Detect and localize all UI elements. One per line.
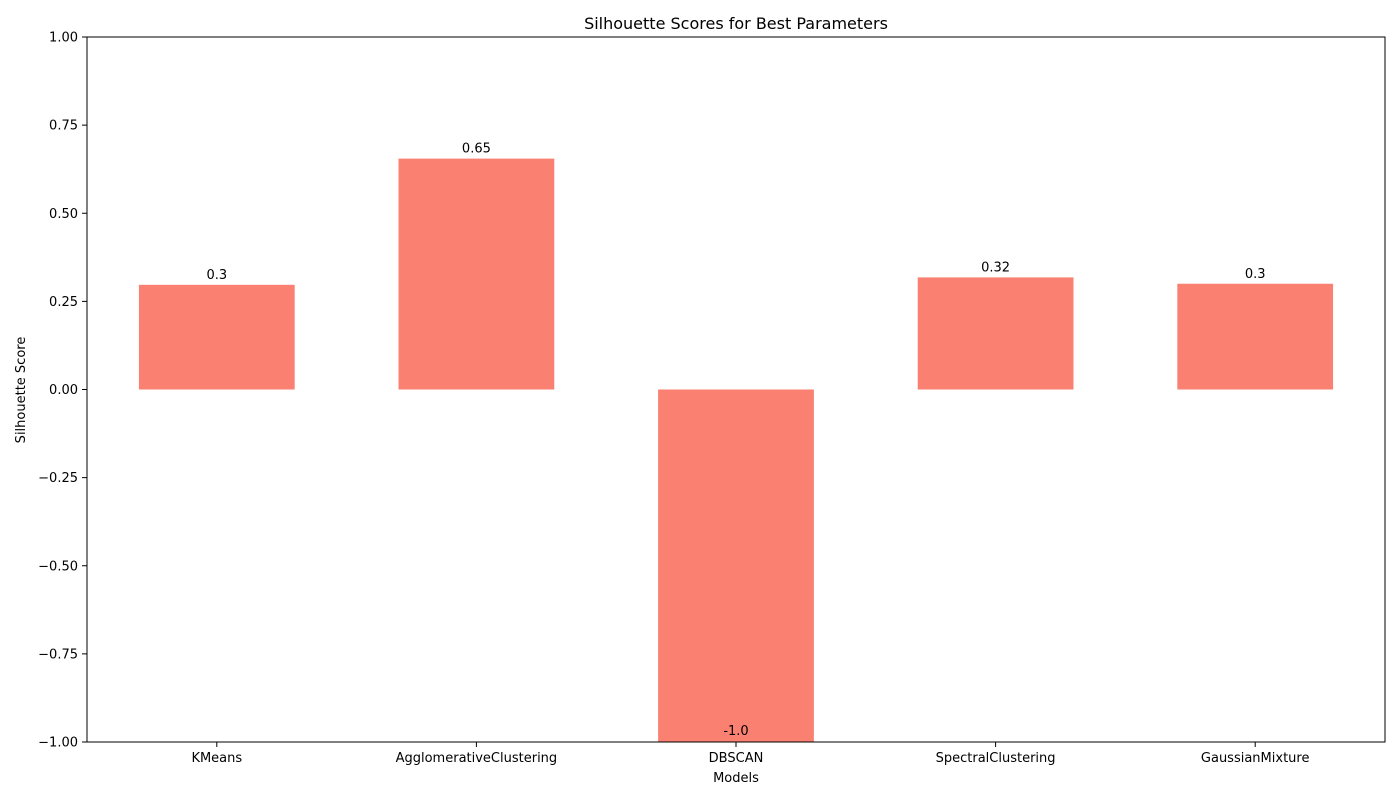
chart-title: Silhouette Scores for Best Parameters <box>584 14 888 33</box>
y-tick-label: 0.25 <box>49 295 78 310</box>
x-tick-label: AgglomerativeClustering <box>396 751 558 766</box>
x-tick-label: KMeans <box>191 751 242 766</box>
y-tick-label: 0.75 <box>49 119 78 134</box>
bar-spectralclustering <box>917 277 1074 390</box>
y-tick-label: −0.50 <box>38 559 78 574</box>
bar-agglomerativeclustering <box>398 158 555 390</box>
x-tick-label: SpectralClustering <box>936 751 1056 766</box>
x-axis-label: Models <box>713 771 759 786</box>
data-label-gaussianmixture: 0.3 <box>1245 267 1266 282</box>
bar-dbscan <box>658 389 814 742</box>
data-label-dbscan: -1.0 <box>723 724 748 739</box>
y-tick-label: 1.00 <box>49 31 78 46</box>
plot-frame <box>86 36 1386 743</box>
bar-kmeans <box>138 284 295 390</box>
data-label-kmeans: 0.3 <box>206 268 227 283</box>
bars-layer: 0.3 0.65 -1.0 0.32 0.3 <box>138 142 1334 742</box>
x-tick-label: GaussianMixture <box>1201 751 1310 766</box>
ticks-layer: KMeans AgglomerativeClustering DBSCAN Spect… <box>38 31 1309 767</box>
y-tick-label: −0.75 <box>38 647 78 662</box>
y-tick-label: −0.25 <box>38 471 78 486</box>
y-tick-label: 0.00 <box>49 383 78 398</box>
bar-gaussianmixture <box>1177 283 1334 390</box>
y-tick-label: −1.00 <box>38 736 78 751</box>
y-tick-label: 0.50 <box>49 207 78 222</box>
x-tick-label: DBSCAN <box>709 751 764 766</box>
y-axis-label: Silhouette Score <box>14 337 29 444</box>
data-label-agglomerativeclustering: 0.65 <box>462 142 491 157</box>
data-label-spectralclustering: 0.32 <box>981 260 1010 275</box>
